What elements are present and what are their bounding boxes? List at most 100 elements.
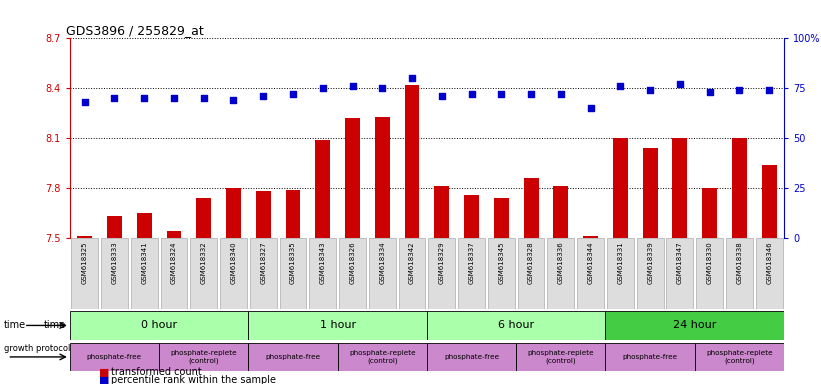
Bar [70,311,248,340]
Bar [607,238,634,309]
Bar [637,238,663,309]
Text: phosphate-free: phosphate-free [265,354,320,360]
Bar [427,311,606,340]
Bar [196,198,211,238]
Bar [762,165,777,238]
Bar [726,238,753,309]
Text: GSM618329: GSM618329 [438,242,445,284]
Point [673,81,686,88]
Bar [606,311,784,340]
Bar [310,238,336,309]
Point [733,87,746,93]
Bar [256,192,271,238]
Bar [696,238,723,309]
Text: growth protocol: growth protocol [4,344,71,353]
Text: 24 hour: 24 hour [673,320,717,331]
Text: phosphate-free: phosphate-free [87,354,142,360]
Text: GSM618331: GSM618331 [617,242,623,285]
Text: phosphate-replete
(control): phosphate-replete (control) [171,350,237,364]
Text: GSM618336: GSM618336 [557,242,564,285]
Text: phosphate-free: phosphate-free [622,354,677,360]
Text: GSM618341: GSM618341 [141,242,147,284]
Bar [494,198,509,238]
Point [614,83,627,89]
Text: GSM618324: GSM618324 [171,242,177,284]
Text: ■: ■ [99,375,109,384]
Text: phosphate-replete
(control): phosphate-replete (control) [528,350,594,364]
Bar [190,238,217,309]
Text: GSM618346: GSM618346 [766,242,773,284]
Text: GSM618337: GSM618337 [469,242,475,285]
Bar [131,238,158,309]
Text: GSM618338: GSM618338 [736,242,742,285]
Bar [516,343,606,371]
Bar [248,311,427,340]
Point [108,95,121,101]
Bar [643,148,658,238]
Point [465,91,478,98]
Bar [375,117,390,238]
Text: 1 hour: 1 hour [319,320,355,331]
Bar [220,238,247,309]
Text: GSM618326: GSM618326 [350,242,355,284]
Bar [345,118,360,238]
Text: percentile rank within the sample: percentile rank within the sample [111,375,276,384]
Point [584,105,597,111]
Bar [524,178,539,238]
Text: transformed count: transformed count [111,367,202,377]
Text: phosphate-replete
(control): phosphate-replete (control) [706,350,773,364]
Point [287,91,300,98]
Point [257,93,270,99]
Point [435,93,448,99]
Bar [606,343,695,371]
Text: GSM618334: GSM618334 [379,242,385,284]
Text: GSM618342: GSM618342 [409,242,415,284]
Bar [732,138,747,238]
Bar [464,195,479,238]
Text: GSM618333: GSM618333 [112,242,117,285]
Text: phosphate-replete
(control): phosphate-replete (control) [349,350,415,364]
Bar [613,138,628,238]
Bar [405,85,420,238]
Text: GSM618347: GSM618347 [677,242,683,284]
Text: 6 hour: 6 hour [498,320,534,331]
Point [763,87,776,93]
Text: time: time [4,320,26,331]
Bar [159,343,248,371]
Bar [553,187,568,238]
Bar [434,187,449,238]
Bar [161,238,187,309]
Text: GSM618330: GSM618330 [707,242,713,285]
Bar [369,238,396,309]
Bar [702,188,717,238]
Bar [107,217,122,238]
Bar [70,343,159,371]
Text: GSM618344: GSM618344 [588,242,594,284]
Text: 0 hour: 0 hour [141,320,177,331]
Bar [337,343,427,371]
Bar [488,238,515,309]
Text: time: time [44,320,66,330]
Text: GDS3896 / 255829_at: GDS3896 / 255829_at [67,24,204,37]
Text: GSM618325: GSM618325 [81,242,88,284]
Point [495,91,508,98]
Bar [248,343,337,371]
Text: GSM618343: GSM618343 [319,242,326,284]
Bar [672,138,687,238]
Text: phosphate-free: phosphate-free [444,354,499,360]
Point [167,95,181,101]
Point [227,97,240,103]
Text: GSM618328: GSM618328 [528,242,534,284]
Point [346,83,359,89]
Bar [101,238,128,309]
Bar [339,238,366,309]
Bar [429,238,455,309]
Bar [71,238,98,309]
Point [138,95,151,101]
Bar [548,238,574,309]
Text: GSM618327: GSM618327 [260,242,266,284]
Bar [315,140,330,238]
Bar [167,232,181,238]
Bar [695,343,784,371]
Bar [458,238,485,309]
